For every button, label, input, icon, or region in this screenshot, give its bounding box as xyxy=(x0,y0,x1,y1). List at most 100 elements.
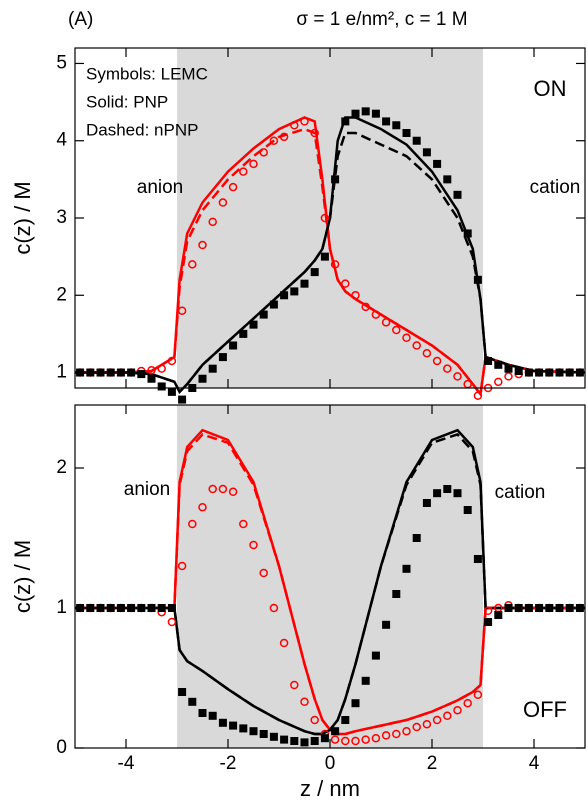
circle-marker xyxy=(239,167,248,176)
legend-text: Solid: PNP xyxy=(86,92,168,111)
square-marker xyxy=(402,564,411,573)
square-marker xyxy=(392,590,401,598)
square-marker xyxy=(147,374,156,383)
annotation: anion xyxy=(124,479,171,500)
square-marker xyxy=(106,604,115,612)
circle-marker xyxy=(147,365,156,375)
circle-marker xyxy=(463,698,472,708)
x-tick-label: 2 xyxy=(427,753,438,774)
circle-marker xyxy=(443,711,452,721)
circle-marker xyxy=(259,148,268,157)
square-marker xyxy=(382,117,391,126)
square-marker xyxy=(422,148,431,157)
square-marker xyxy=(290,737,299,745)
square-marker xyxy=(239,329,248,338)
square-marker xyxy=(290,287,299,296)
square-marker xyxy=(351,109,360,118)
dashed-line xyxy=(75,127,586,398)
square-marker xyxy=(331,727,340,736)
square-marker xyxy=(259,310,268,319)
square-marker xyxy=(463,506,472,514)
circle-marker xyxy=(371,733,381,743)
square-marker xyxy=(555,604,564,612)
circle-marker xyxy=(453,705,462,715)
square-marker xyxy=(208,364,217,373)
square-marker xyxy=(453,190,462,199)
circle-marker xyxy=(473,391,483,400)
square-marker xyxy=(96,368,105,377)
square-marker xyxy=(382,620,391,629)
square-marker xyxy=(484,618,493,626)
x-axis-label: z / nm xyxy=(300,776,360,801)
square-marker xyxy=(535,604,544,612)
square-marker xyxy=(422,499,431,507)
circle-marker xyxy=(473,690,483,700)
square-marker xyxy=(147,604,156,612)
square-marker xyxy=(351,699,360,708)
square-marker xyxy=(116,368,125,377)
square-marker xyxy=(249,727,258,736)
annotation: anion xyxy=(137,177,184,198)
circle-marker xyxy=(218,484,228,494)
y-tick-label: 3 xyxy=(56,207,67,228)
chart-title: σ = 1 e/nm², c = 1 M xyxy=(296,9,467,30)
square-marker xyxy=(198,709,207,717)
square-marker xyxy=(178,688,187,696)
square-marker xyxy=(96,604,105,612)
square-marker xyxy=(157,382,166,391)
circle-marker xyxy=(188,519,197,529)
circle-marker xyxy=(249,540,258,550)
square-marker xyxy=(494,611,503,619)
circle-marker xyxy=(228,182,238,192)
circle-marker xyxy=(300,117,309,126)
square-marker xyxy=(127,604,136,612)
circle-marker xyxy=(483,606,493,616)
shaded-region xyxy=(177,405,483,748)
square-marker xyxy=(463,229,472,238)
square-marker xyxy=(341,716,350,724)
circle-marker xyxy=(361,735,370,744)
circle-marker xyxy=(443,364,452,373)
circle-marker xyxy=(218,198,228,207)
circle-marker xyxy=(361,302,370,312)
square-marker xyxy=(300,738,309,747)
square-marker xyxy=(453,489,462,498)
circle-marker xyxy=(239,519,248,529)
y-tick-label: 0 xyxy=(56,737,67,758)
square-marker xyxy=(116,604,125,612)
square-marker xyxy=(86,604,95,612)
square-marker xyxy=(473,275,482,284)
circle-marker xyxy=(402,333,411,343)
square-marker xyxy=(412,534,421,542)
circle-marker xyxy=(371,310,381,319)
x-tick-label: -4 xyxy=(118,753,135,774)
annotation: cation xyxy=(530,177,581,198)
circle-marker xyxy=(412,722,421,732)
square-marker xyxy=(229,721,238,730)
y-axis-label: c(z) / M xyxy=(10,181,35,254)
y-tick-label: 5 xyxy=(56,52,67,73)
square-marker xyxy=(504,604,513,612)
square-marker xyxy=(524,368,533,377)
square-marker xyxy=(514,367,523,375)
circle-marker xyxy=(310,715,319,725)
square-marker xyxy=(433,159,442,168)
circle-marker xyxy=(381,731,391,740)
legend-text: Symbols: LEMC xyxy=(86,64,208,83)
x-tick-label: -2 xyxy=(220,753,237,774)
circle-marker xyxy=(310,128,319,138)
dashed-line xyxy=(75,131,586,395)
circle-marker xyxy=(330,735,340,744)
circle-marker xyxy=(422,719,432,729)
dashed-line xyxy=(75,432,585,736)
circle-marker xyxy=(432,715,442,725)
square-marker xyxy=(320,252,329,261)
square-marker xyxy=(484,356,493,365)
circle-marker xyxy=(198,502,207,512)
legend-text: Dashed: nPNP xyxy=(86,120,198,139)
square-marker xyxy=(188,697,197,706)
square-marker xyxy=(361,107,370,116)
square-marker xyxy=(331,175,340,184)
square-marker xyxy=(208,711,217,720)
circle-marker xyxy=(269,136,279,145)
